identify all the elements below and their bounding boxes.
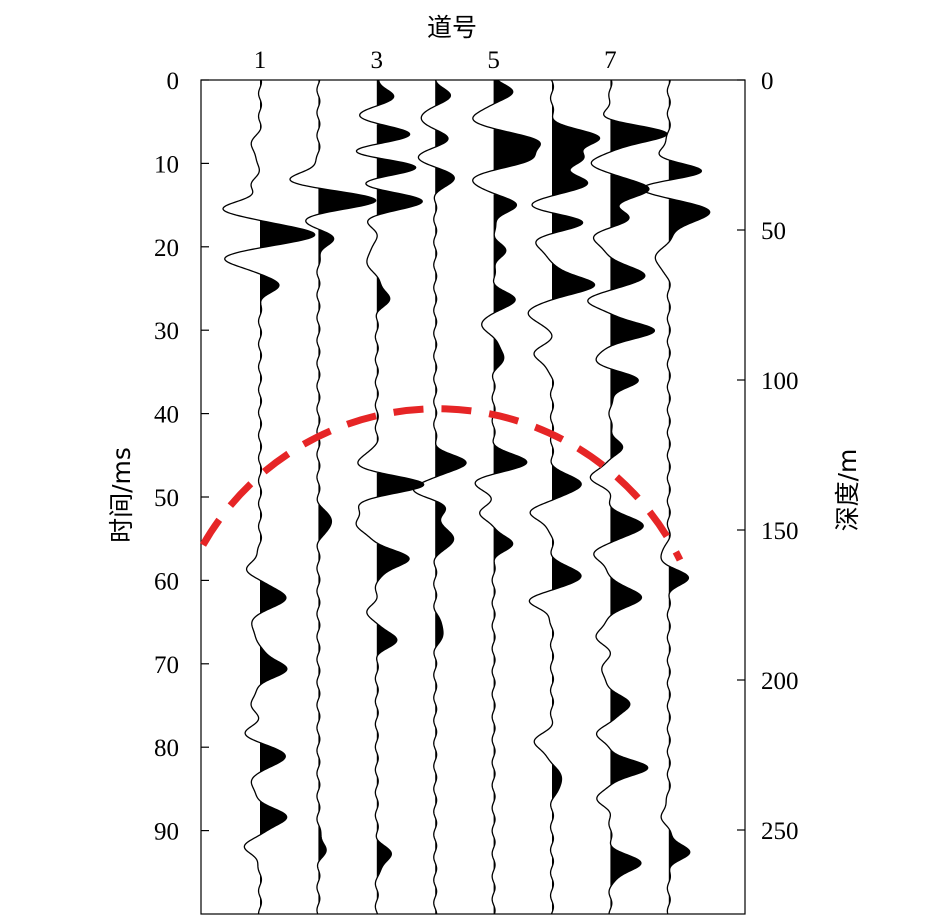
right-tick-label: 0 <box>761 68 774 95</box>
trace-1 <box>222 79 316 914</box>
trace-6-fill <box>552 82 600 913</box>
trace-6 <box>527 79 601 915</box>
trace-7-fill <box>610 80 668 909</box>
right-axis: 0 50 100 150 200 250 <box>737 68 799 845</box>
right-tick-label: 50 <box>761 218 786 245</box>
trace-1-fill <box>260 80 315 908</box>
top-tick-label: 7 <box>604 47 617 74</box>
left-tick-label: 90 <box>154 819 179 846</box>
trace-5 <box>472 79 541 915</box>
trace-2 <box>289 79 377 915</box>
left-axis-title: 时间/ms <box>107 447 136 543</box>
left-tick-label: 80 <box>154 735 179 762</box>
x-axis-title: 道号 <box>427 13 477 42</box>
traces-layer <box>222 79 711 915</box>
left-tick-label: 60 <box>154 568 179 595</box>
top-axis: 1 3 5 7 <box>254 47 617 74</box>
right-tick-label: 100 <box>761 368 799 395</box>
trace-3 <box>355 79 425 915</box>
left-tick-label: 40 <box>154 402 179 429</box>
plot-frame <box>200 79 746 915</box>
top-tick-label: 1 <box>254 47 267 74</box>
left-tick-label: 20 <box>154 235 179 262</box>
left-tick-label: 50 <box>154 485 179 512</box>
right-tick-label: 150 <box>761 518 799 545</box>
right-tick-label: 250 <box>761 818 799 845</box>
left-tick-label: 70 <box>154 652 179 679</box>
trace-3-fill <box>376 80 424 914</box>
left-axis: 0 10 20 30 40 50 60 70 80 90 <box>154 68 209 846</box>
left-tick-label: 10 <box>154 151 179 178</box>
top-tick-label: 3 <box>371 47 384 74</box>
red-dashed-arc <box>199 405 684 562</box>
left-tick-label: 0 <box>167 68 180 95</box>
right-axis-title: 深度/m <box>833 449 862 532</box>
trace-8 <box>641 79 711 915</box>
trace-8-fill <box>668 80 710 905</box>
top-tick-label: 5 <box>487 47 500 74</box>
trace-4-fill <box>435 80 467 914</box>
trace-4 <box>412 79 467 915</box>
right-tick-label: 200 <box>761 668 799 695</box>
left-tick-label: 30 <box>154 318 179 345</box>
trace-5-fill <box>493 80 541 914</box>
trace-7 <box>587 79 668 915</box>
trace-2-fill <box>318 80 376 904</box>
